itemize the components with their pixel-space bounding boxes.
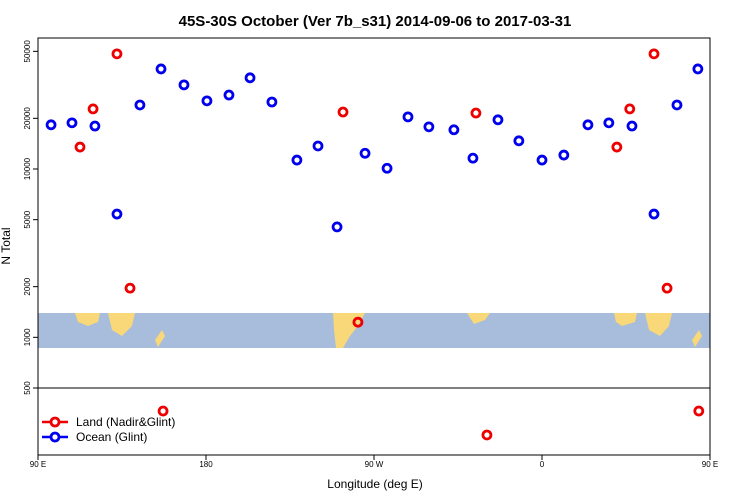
point (648, 48, 660, 60)
y-tick-label: 5000 (23, 210, 32, 228)
point (66, 117, 78, 129)
legend-label: Ocean (Glint) (76, 430, 147, 444)
x-tick-label: 90 W (365, 460, 384, 469)
point (178, 79, 190, 91)
point (331, 221, 343, 233)
map-ocean (38, 313, 710, 348)
map-land (108, 313, 135, 336)
point (626, 120, 638, 132)
point (359, 147, 371, 159)
point (692, 63, 704, 75)
point (337, 106, 349, 118)
point (402, 111, 414, 123)
chart-title: 45S-30S October (Ver 7b_s31) 2014-09-06 … (179, 13, 572, 30)
point (111, 48, 123, 60)
point (693, 405, 705, 417)
map-land (692, 330, 702, 347)
legend-marker (49, 431, 61, 443)
point (513, 135, 525, 147)
legend-label: Land (Nadir&Glint) (76, 415, 175, 429)
point (223, 89, 235, 101)
point (381, 162, 393, 174)
point (423, 121, 435, 133)
point (671, 99, 683, 111)
point (536, 154, 548, 166)
point (157, 405, 169, 417)
point (448, 124, 460, 136)
y-tick-label: 20000 (23, 107, 32, 130)
x-axis-label: Longitude (deg E) (327, 477, 422, 491)
x-tick-label: 90 E (30, 460, 46, 469)
map-land (614, 313, 637, 326)
point (45, 119, 57, 131)
point (291, 154, 303, 166)
point (492, 114, 504, 126)
point (155, 63, 167, 75)
map-land (333, 313, 365, 348)
y-tick-label: 500 (23, 381, 32, 395)
point (266, 96, 278, 108)
point (74, 141, 86, 153)
point (603, 117, 615, 129)
map-land (75, 313, 100, 326)
map-land (645, 313, 672, 336)
x-tick-label: 0 (540, 460, 545, 469)
point (124, 282, 136, 294)
map-land (155, 330, 165, 347)
point (624, 103, 636, 115)
map-inset (38, 313, 710, 348)
legend-marker (49, 416, 61, 428)
x-tick-label: 90 E (702, 460, 718, 469)
point (661, 282, 673, 294)
point (467, 152, 479, 164)
map-land (467, 313, 490, 324)
point (87, 103, 99, 115)
point (470, 107, 482, 119)
point (201, 95, 213, 107)
point (89, 120, 101, 132)
point (244, 72, 256, 84)
point (611, 141, 623, 153)
point (582, 119, 594, 131)
point (352, 316, 364, 328)
point (558, 149, 570, 161)
point (481, 429, 493, 441)
y-tick-label: 2000 (23, 277, 32, 295)
y-axis-label: N Total (0, 227, 13, 264)
point (111, 208, 123, 220)
y-tick-label: 10000 (23, 157, 32, 180)
y-tick-label: 1000 (23, 328, 32, 346)
point (648, 208, 660, 220)
point (134, 99, 146, 111)
point (312, 140, 324, 152)
y-tick-label: 50000 (23, 40, 32, 63)
x-tick-label: 180 (199, 460, 213, 469)
